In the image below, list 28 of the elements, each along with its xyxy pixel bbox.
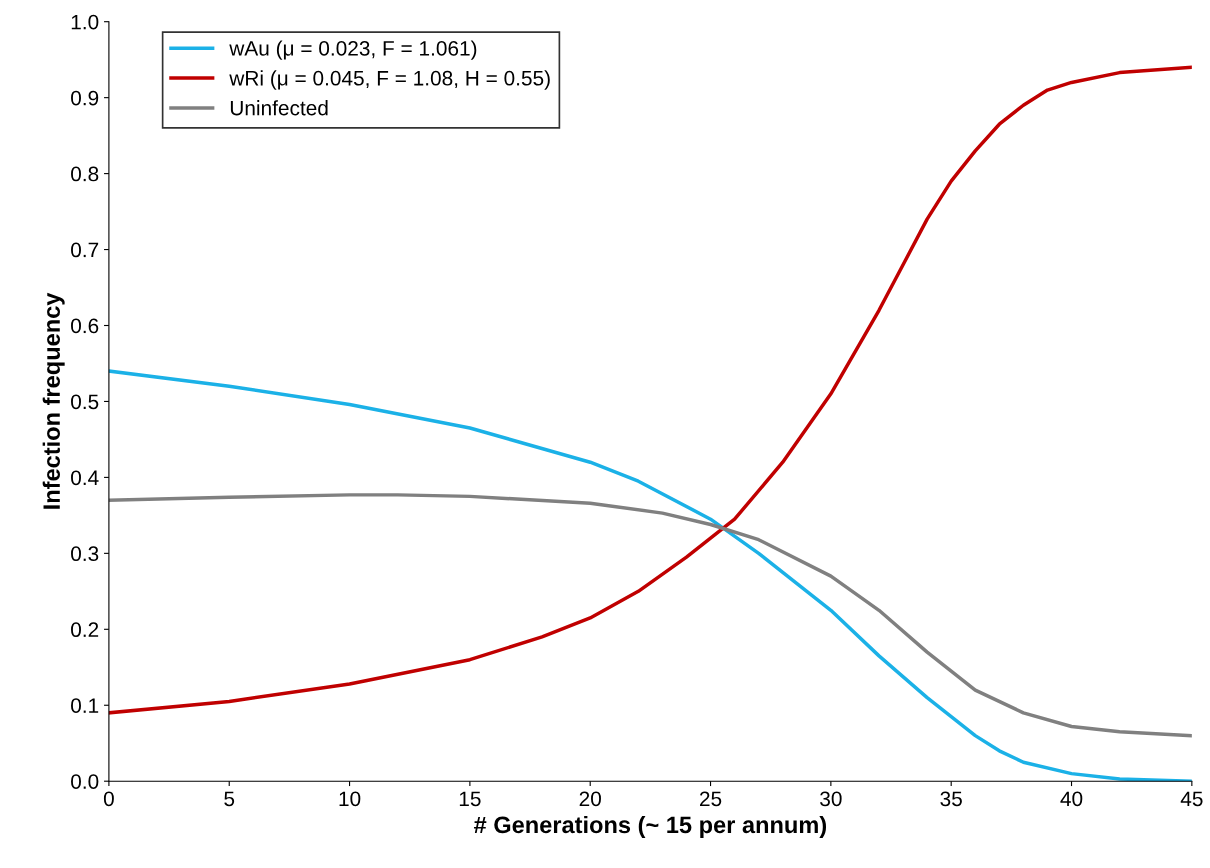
- x-tick-label: 20: [579, 791, 601, 807]
- y-tick-label: 1.0: [71, 14, 99, 30]
- line-series: [108, 493, 1192, 738]
- x-tick-label: 35: [940, 791, 962, 807]
- legend-label: wRi (μ = 0.045, F = 1.08, H = 0.55): [229, 70, 550, 90]
- legend-label: wAu (μ = 0.023, F = 1.061): [229, 40, 477, 60]
- y-tick-label: 0.4: [71, 470, 99, 486]
- legend-label: Uninfected: [230, 100, 328, 116]
- y-tick-label: 0.6: [71, 318, 99, 334]
- y-tick-label: 0.1: [71, 698, 99, 713]
- x-tick-label: 25: [700, 791, 722, 807]
- y-axis-title: Infection frequency: [42, 292, 65, 509]
- y-tick-label: 0.8: [71, 166, 99, 182]
- x-tick-label: 0: [103, 791, 114, 807]
- y-tick-label: 0.0: [71, 774, 99, 789]
- y-tick-label: 0.9: [71, 90, 99, 106]
- y-tick-label: 0.7: [71, 242, 99, 258]
- y-tick-label: 0.5: [71, 394, 99, 410]
- x-tick-label: 15: [459, 791, 481, 807]
- x-tick-label: 5: [224, 791, 235, 807]
- x-tick-label: 10: [339, 791, 361, 807]
- x-tick-label: 30: [820, 791, 842, 807]
- x-tick-label: 45: [1180, 791, 1203, 807]
- y-tick-label: 0.2: [71, 622, 99, 638]
- x-tick-label: 40: [1060, 791, 1083, 807]
- x-axis-title: # Generations (~ 15 per annum): [473, 815, 827, 838]
- y-tick-label: 0.3: [71, 546, 99, 562]
- line-series: [108, 65, 1192, 715]
